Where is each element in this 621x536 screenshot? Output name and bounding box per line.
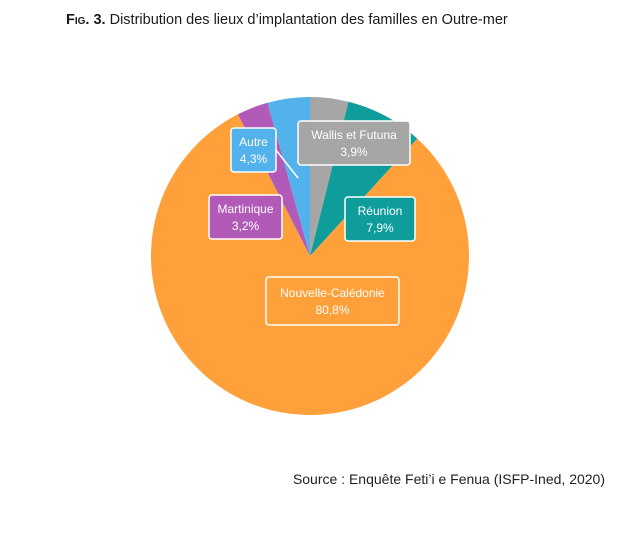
callout-box-nouvelle-caledonie — [265, 276, 400, 326]
callout-nouvelle-caledonie: Nouvelle-Calédonie 80,8% — [265, 276, 400, 326]
slice-value-label: 3,9% — [340, 145, 368, 159]
figure-title: Fig. 3. Distribution des lieux d’implant… — [66, 12, 508, 28]
callout-reunion: Réunion 7,9% — [344, 196, 416, 242]
source-note: Source : Enquête Feti’i e Fenua (ISFP-In… — [292, 471, 605, 487]
slice-name-label: Autre — [239, 135, 268, 149]
slice-value-label: 7,9% — [366, 221, 394, 235]
callout-box-autre — [230, 127, 277, 173]
callout-wallis-et-futuna: Wallis et Futuna 3,9% — [297, 120, 411, 166]
slice-name-label: Martinique — [217, 202, 273, 216]
slice-value-label: 3,2% — [232, 219, 260, 233]
slice-name-label: Réunion — [358, 204, 403, 218]
slice-value-label: 80,8% — [315, 303, 349, 317]
callout-martinique: Martinique 3,2% — [208, 194, 283, 240]
figure-title-text: Distribution des lieux d’implantation de… — [109, 12, 508, 28]
figure-label: Fig. 3. — [66, 12, 106, 28]
pie-slice-nouvelle-caledonie — [151, 114, 470, 415]
slice-name-label: Wallis et Futuna — [311, 128, 397, 142]
pie-callouts: Wallis et Futuna 3,9% Réunion 7,9% Nouvelle-… — [208, 120, 416, 326]
callout-box-martinique — [208, 194, 283, 240]
slice-value-label: 4,3% — [240, 152, 268, 166]
callout-box-reunion — [344, 196, 416, 242]
slice-name-label: Nouvelle-Calédonie — [280, 286, 385, 300]
callout-box-wallis-et-futuna — [297, 120, 411, 166]
callout-leader-autre — [275, 149, 299, 179]
callout-autre: Autre 4,3% — [230, 127, 299, 179]
